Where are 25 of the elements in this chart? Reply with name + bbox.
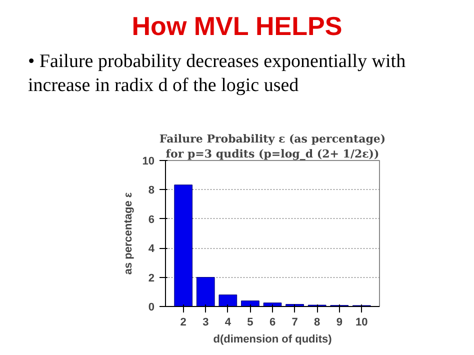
bar bbox=[174, 184, 192, 306]
y-tick-label: 6 bbox=[148, 214, 155, 226]
x-tick-label: 9 bbox=[336, 316, 342, 328]
x-axis-title: d(dimension of qudits) bbox=[213, 334, 332, 346]
bar bbox=[218, 294, 238, 306]
y-tick-label: 2 bbox=[148, 272, 155, 284]
text: How MVL HELPS bbox=[132, 10, 342, 43]
text: • Failure probability decreases exponentially with increase in radix d of the logic used bbox=[28, 50, 407, 98]
x-tick-label: 5 bbox=[247, 316, 254, 328]
x-tick-label: 3 bbox=[202, 316, 209, 328]
y-axis-title: as percentage ε bbox=[122, 192, 134, 275]
x-tick-label: 8 bbox=[314, 316, 320, 328]
y-tick-label: 8 bbox=[148, 184, 155, 197]
x-tick-label: 10 bbox=[356, 316, 368, 328]
y-tick-label: 10 bbox=[142, 156, 155, 168]
x-tick-label: 2 bbox=[180, 316, 186, 328]
chart-subtitle: for p=3 qudits (p=log_d (2+ 1/2ε)) bbox=[166, 148, 380, 160]
x-tick-label: 6 bbox=[269, 316, 276, 328]
x-tick-label: 7 bbox=[292, 316, 298, 328]
y-tick-label: 0 bbox=[148, 302, 155, 314]
y-tick-label: 4 bbox=[148, 243, 156, 256]
chart-title: Failure Probability ε (as percentage) bbox=[159, 132, 386, 146]
bar bbox=[196, 277, 215, 306]
bar bbox=[241, 300, 260, 306]
x-tick-label: 4 bbox=[224, 316, 232, 328]
